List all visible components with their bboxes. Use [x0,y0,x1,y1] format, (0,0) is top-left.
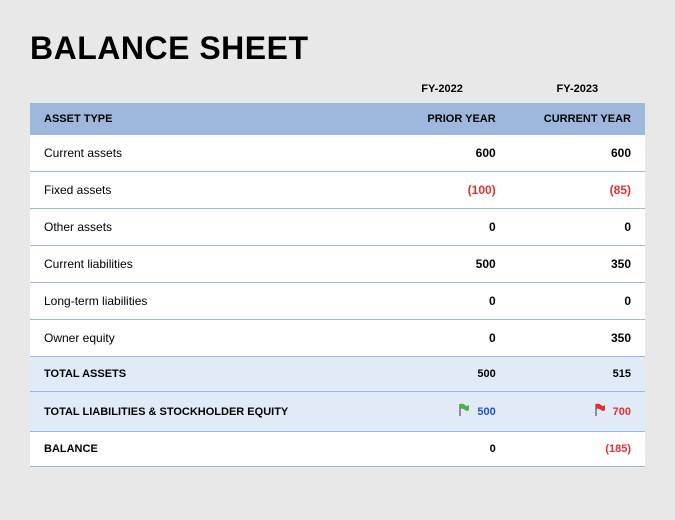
header-asset-type: ASSET TYPE [30,103,374,135]
total-liabilities-current: 700 [510,392,645,432]
row-prior-value: 0 [374,209,509,246]
flag-icon [457,403,471,420]
table-row: Owner equity0350 [30,320,645,357]
total-assets-prior: 500 [374,357,509,392]
table-row: Current assets600600 [30,135,645,172]
row-prior-value: 500 [374,246,509,283]
current-year-label: FY-2023 [510,79,645,103]
row-prior-value: 600 [374,135,509,172]
total-assets-current: 515 [510,357,645,392]
balance-row: BALANCE 0 (185) [30,432,645,467]
year-row: FY-2022 FY-2023 [30,79,645,103]
total-liabilities-row: TOTAL LIABILITIES & STOCKHOLDER EQUITY 5… [30,392,645,432]
row-current-value: 600 [510,135,645,172]
total-liabilities-prior: 500 [374,392,509,432]
row-current-value: 0 [510,209,645,246]
balance-sheet-table: FY-2022 FY-2023 ASSET TYPE PRIOR YEAR CU… [30,79,645,467]
balance-current: (185) [510,432,645,467]
balance-label: BALANCE [30,432,374,467]
page-title: BALANCE SHEET [30,30,645,67]
row-label: Fixed assets [30,172,374,209]
table-row: Other assets00 [30,209,645,246]
header-current: CURRENT YEAR [510,103,645,135]
header-row: ASSET TYPE PRIOR YEAR CURRENT YEAR [30,103,645,135]
row-prior-value: (100) [374,172,509,209]
flag-icon [593,403,607,420]
row-label: Long-term liabilities [30,283,374,320]
table-row: Fixed assets(100)(85) [30,172,645,209]
row-label: Other assets [30,209,374,246]
row-current-value: (85) [510,172,645,209]
row-prior-value: 0 [374,283,509,320]
total-assets-row: TOTAL ASSETS 500 515 [30,357,645,392]
total-liabilities-prior-value: 500 [477,406,495,418]
total-liabilities-current-value: 700 [613,406,631,418]
row-label: Current assets [30,135,374,172]
row-current-value: 0 [510,283,645,320]
balance-prior: 0 [374,432,509,467]
table-row: Current liabilities500350 [30,246,645,283]
row-prior-value: 0 [374,320,509,357]
row-current-value: 350 [510,246,645,283]
row-current-value: 350 [510,320,645,357]
total-liabilities-label: TOTAL LIABILITIES & STOCKHOLDER EQUITY [30,392,374,432]
row-label: Current liabilities [30,246,374,283]
row-label: Owner equity [30,320,374,357]
header-prior: PRIOR YEAR [374,103,509,135]
prior-year-label: FY-2022 [374,79,509,103]
total-assets-label: TOTAL ASSETS [30,357,374,392]
table-row: Long-term liabilities00 [30,283,645,320]
